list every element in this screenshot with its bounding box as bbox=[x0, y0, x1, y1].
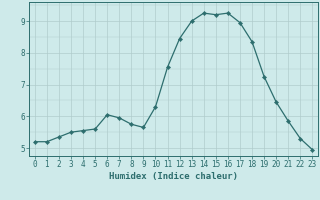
X-axis label: Humidex (Indice chaleur): Humidex (Indice chaleur) bbox=[109, 172, 238, 181]
